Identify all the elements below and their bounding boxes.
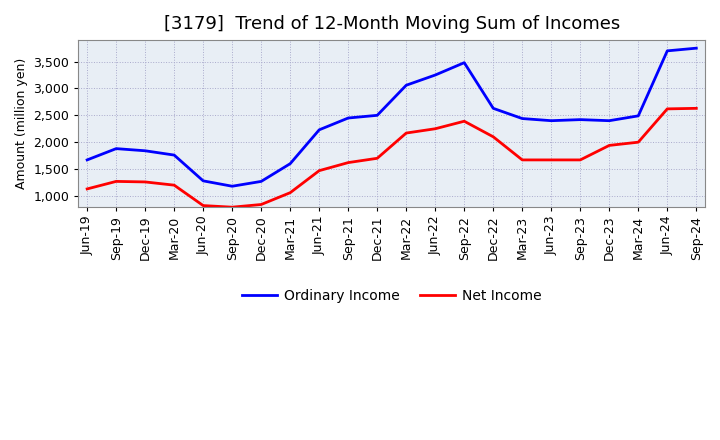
- Title: [3179]  Trend of 12-Month Moving Sum of Incomes: [3179] Trend of 12-Month Moving Sum of I…: [163, 15, 620, 33]
- Net Income: [315, 168, 323, 173]
- Net Income: [547, 157, 556, 162]
- Net Income: [286, 190, 294, 195]
- Ordinary Income: [373, 113, 382, 118]
- Legend: Ordinary Income, Net Income: Ordinary Income, Net Income: [236, 283, 547, 308]
- Net Income: [576, 157, 585, 162]
- Ordinary Income: [518, 116, 526, 121]
- Ordinary Income: [663, 48, 672, 54]
- Ordinary Income: [547, 118, 556, 123]
- Ordinary Income: [344, 115, 353, 121]
- Net Income: [228, 205, 236, 210]
- Ordinary Income: [112, 146, 120, 151]
- Net Income: [344, 160, 353, 165]
- Net Income: [112, 179, 120, 184]
- Net Income: [489, 134, 498, 139]
- Net Income: [199, 203, 207, 208]
- Ordinary Income: [605, 118, 613, 123]
- Ordinary Income: [489, 106, 498, 111]
- Net Income: [402, 130, 410, 136]
- Y-axis label: Amount (million yen): Amount (million yen): [15, 58, 28, 189]
- Ordinary Income: [199, 178, 207, 183]
- Net Income: [634, 139, 643, 145]
- Net Income: [605, 143, 613, 148]
- Ordinary Income: [460, 60, 469, 65]
- Ordinary Income: [83, 157, 91, 162]
- Ordinary Income: [576, 117, 585, 122]
- Ordinary Income: [228, 183, 236, 189]
- Ordinary Income: [634, 113, 643, 118]
- Net Income: [518, 157, 526, 162]
- Net Income: [257, 202, 266, 207]
- Ordinary Income: [431, 73, 439, 78]
- Net Income: [460, 119, 469, 124]
- Ordinary Income: [692, 45, 701, 51]
- Ordinary Income: [402, 83, 410, 88]
- Line: Net Income: Net Income: [87, 108, 696, 207]
- Ordinary Income: [170, 152, 179, 158]
- Net Income: [663, 106, 672, 111]
- Ordinary Income: [286, 161, 294, 166]
- Ordinary Income: [257, 179, 266, 184]
- Ordinary Income: [315, 127, 323, 132]
- Net Income: [373, 156, 382, 161]
- Net Income: [83, 186, 91, 191]
- Net Income: [170, 183, 179, 188]
- Net Income: [431, 126, 439, 132]
- Ordinary Income: [141, 148, 150, 154]
- Net Income: [141, 179, 150, 184]
- Line: Ordinary Income: Ordinary Income: [87, 48, 696, 186]
- Net Income: [692, 106, 701, 111]
